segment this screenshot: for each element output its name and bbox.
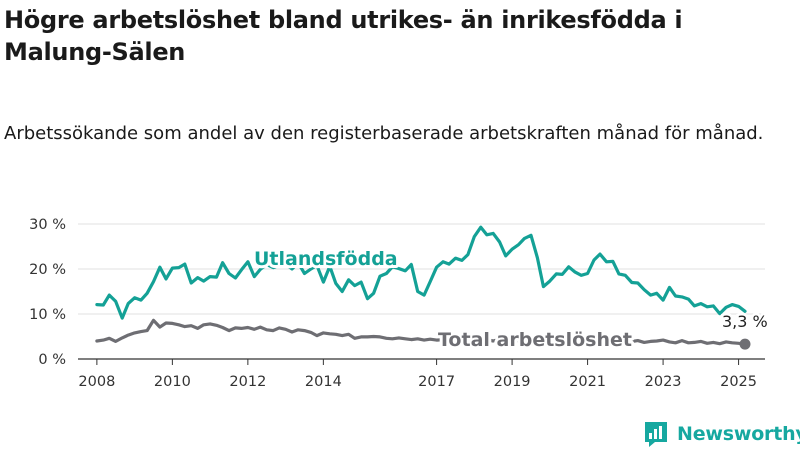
end-point-marker (739, 338, 751, 350)
x-tick-label: 2010 (154, 374, 191, 390)
newsworthy-logo: Newsworthy (643, 418, 800, 450)
y-tick-label: 20 % (29, 262, 66, 278)
grid-lines (78, 223, 765, 360)
x-tick-label: 2019 (494, 374, 531, 390)
series-line-utlandsfodda (95, 225, 747, 320)
x-tick-label: 2025 (720, 374, 757, 390)
chart-title: Högre arbetslöshet bland utrikes- än inr… (4, 6, 683, 66)
x-tick-label: 2012 (229, 374, 266, 390)
x-tick-label: 2021 (569, 374, 606, 390)
brand-name: Newsworthy (677, 423, 800, 445)
end-value-label: 3,3 % (722, 312, 768, 331)
y-axis-ticks: 0 % 10 % 20 % 30 % (29, 217, 66, 368)
y-tick-label: 10 % (29, 307, 66, 323)
y-tick-label: 0 % (38, 352, 66, 368)
x-tick-label: 2023 (645, 374, 682, 390)
x-tick-label: 2014 (305, 374, 342, 390)
series-labels: Utlandsfödda Total arbetslöshet 3,3 % (251, 245, 770, 354)
series-line-total (95, 318, 747, 346)
total-arbetsloshet-label: Total arbetslöshet (438, 329, 632, 351)
series-lines (95, 225, 747, 346)
x-tick-label: 2008 (78, 374, 115, 390)
x-axis-ticks: 2008 2010 2012 2014 2017 2019 2021 2023 2025 (78, 359, 757, 390)
newsworthy-logo-icon (645, 422, 667, 447)
x-tick-label: 2017 (418, 374, 455, 390)
y-tick-label: 30 % (29, 217, 66, 233)
utlandsfodda-label: Utlandsfödda (254, 248, 398, 270)
chart-subtitle: Arbetssökande som andel av den registerb… (4, 123, 764, 144)
